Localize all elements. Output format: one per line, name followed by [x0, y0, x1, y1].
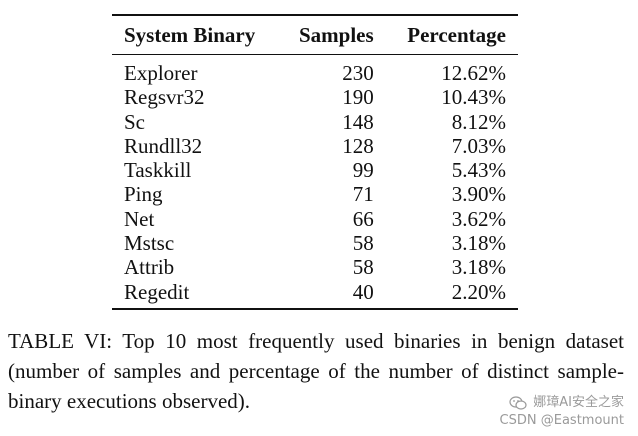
watermark-line2: CSDN @Eastmount [499, 413, 624, 428]
cell-samples: 71 [352, 182, 374, 207]
table: System Binary Samples Percentage Explore… [112, 16, 518, 308]
table-row: Regsvr32 190 10.43% [112, 85, 518, 109]
table-row: Ping 71 3.90% [112, 182, 518, 206]
cell-samples: 230 [342, 61, 374, 85]
cell-percentage: 3.62% [451, 206, 506, 231]
cell-percentage: 10.43% [441, 85, 506, 110]
cell-percentage: 3.18% [451, 255, 506, 280]
binaries-table: System Binary Samples Percentage Explore… [112, 14, 518, 310]
cell-binary: Sc [124, 109, 145, 134]
cell-percentage: 5.43% [451, 158, 506, 183]
cell-binary: Mstsc [124, 231, 175, 256]
table-body: Explorer 230 12.62% Regsvr32 190 10.43% Sc 148 8… [112, 55, 518, 308]
cell-binary: Regsvr32 [124, 85, 205, 110]
cell-percentage: 7.03% [451, 133, 506, 158]
watermark: 娜璋AI安全之家 CSDN @Eastmount [500, 394, 624, 430]
table-header-rule [112, 54, 518, 55]
cell-binary: Net [124, 206, 155, 231]
cell-samples: 148 [342, 109, 374, 134]
table-bottom-rule [112, 307, 518, 310]
table-row: Mstsc 58 3.18% [112, 231, 518, 255]
cell-samples: 58 [352, 255, 374, 280]
header-samples: Samples [299, 23, 374, 47]
table-row: Net 66 3.62% [112, 207, 518, 231]
table-caption: TABLE VI: Top 10 most frequently used bi… [8, 329, 624, 413]
cell-percentage: 3.90% [451, 182, 506, 207]
table-row: Regedit 40 2.20% [112, 280, 518, 308]
table-top-rule [112, 14, 518, 16]
table-header-row: System Binary Samples Percentage [112, 16, 518, 54]
cell-samples: 99 [352, 158, 374, 183]
cell-binary: Ping [124, 182, 163, 207]
table-row: Rundll32 128 7.03% [112, 134, 518, 158]
cell-binary: Taskkill [124, 158, 192, 183]
cell-binary: Attrib [124, 255, 175, 280]
wechat-icon [509, 396, 527, 410]
cell-samples: 128 [342, 133, 374, 158]
cell-binary: Regedit [124, 279, 190, 304]
cell-percentage: 2.20% [451, 279, 506, 304]
table-row: Sc 148 8.12% [112, 110, 518, 134]
cell-samples: 66 [352, 206, 374, 231]
table-row: Taskkill 99 5.43% [112, 158, 518, 182]
header-system-binary: System Binary [124, 23, 256, 47]
cell-samples: 40 [352, 279, 374, 304]
cell-samples: 58 [352, 231, 374, 256]
cell-binary: Rundll32 [124, 133, 203, 158]
cell-samples: 190 [342, 85, 374, 110]
cell-percentage: 12.62% [441, 61, 506, 85]
table-row: Explorer 230 12.62% [112, 55, 518, 85]
cell-binary: Explorer [124, 61, 198, 85]
table-row: Attrib 58 3.18% [112, 255, 518, 279]
watermark-line1: 娜璋AI安全之家 [533, 395, 624, 410]
header-percentage: Percentage [407, 23, 506, 47]
cell-percentage: 8.12% [451, 109, 506, 134]
cell-percentage: 3.18% [451, 231, 506, 256]
